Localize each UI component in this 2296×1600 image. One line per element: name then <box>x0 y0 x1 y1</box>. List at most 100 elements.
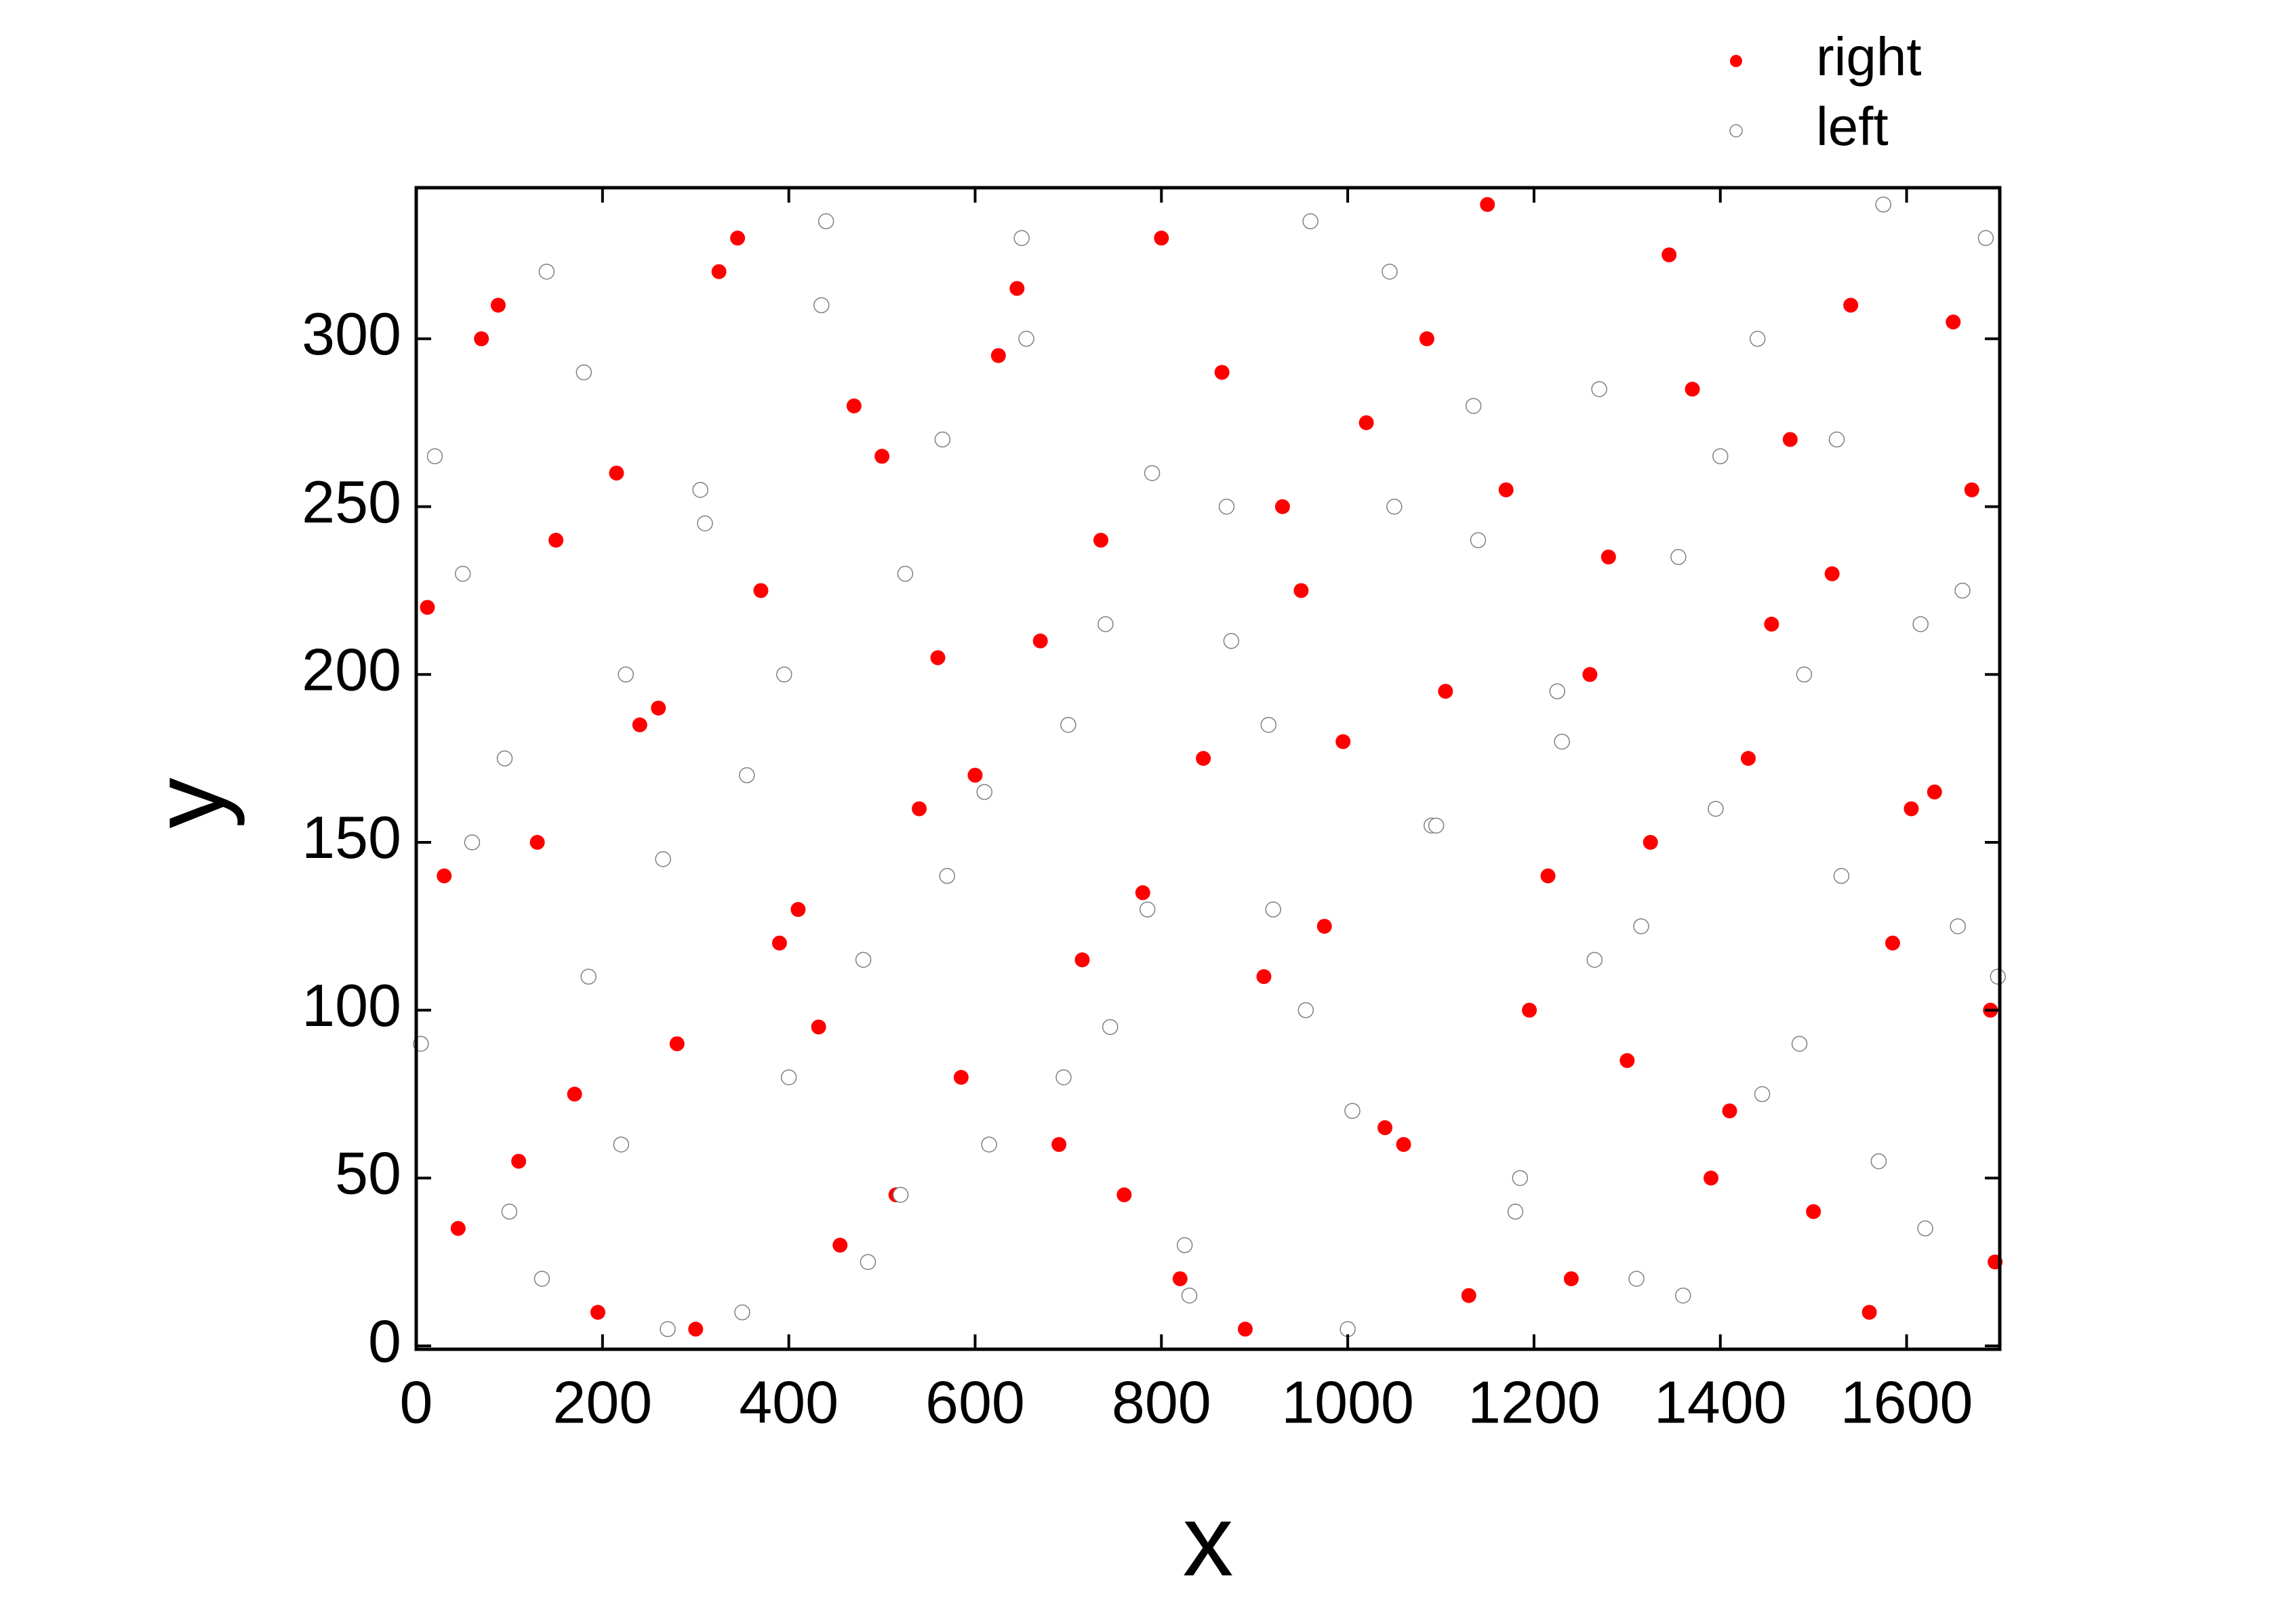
point <box>437 868 452 884</box>
point <box>426 448 443 465</box>
point <box>832 1237 848 1253</box>
point <box>1139 901 1156 918</box>
point <box>1144 465 1161 481</box>
point <box>1480 197 1495 212</box>
point <box>1335 734 1351 750</box>
point <box>1051 1136 1067 1152</box>
x-tick-label: 1600 <box>1840 1368 1973 1435</box>
point <box>1060 716 1076 733</box>
point <box>1154 230 1169 246</box>
point <box>1824 566 1840 581</box>
point <box>1833 867 1850 884</box>
point <box>897 565 914 582</box>
point <box>1912 616 1929 632</box>
point <box>454 565 471 582</box>
point <box>1172 1271 1188 1286</box>
point <box>1791 1035 1808 1052</box>
point <box>734 1304 750 1321</box>
point <box>450 1220 466 1236</box>
point <box>1628 1271 1645 1287</box>
point <box>1512 1170 1529 1187</box>
point <box>1670 549 1687 565</box>
point <box>753 583 769 598</box>
point <box>632 717 647 733</box>
point <box>1465 398 1482 414</box>
point <box>846 398 862 413</box>
point <box>1885 935 1900 951</box>
point <box>874 449 890 464</box>
point <box>892 1187 909 1203</box>
point <box>590 1305 605 1320</box>
point <box>1018 331 1034 347</box>
point <box>688 1321 704 1337</box>
point <box>1964 482 1979 497</box>
y-axis-label: y <box>132 778 245 829</box>
point <box>730 230 746 246</box>
x-tick-label: 600 <box>925 1368 1025 1435</box>
point <box>1806 1204 1821 1219</box>
point <box>618 666 634 683</box>
y-tick-label: 100 <box>302 972 401 1039</box>
point <box>967 767 983 783</box>
point <box>776 666 792 683</box>
legend-marker <box>1730 55 1742 67</box>
point <box>1214 365 1230 380</box>
point <box>939 867 955 884</box>
point <box>1181 1287 1198 1304</box>
point <box>790 902 806 918</box>
y-tick-label: 150 <box>302 804 401 871</box>
y-tick-label: 200 <box>302 636 401 703</box>
point <box>1093 533 1108 548</box>
y-tick-label: 250 <box>302 468 401 535</box>
point <box>1586 951 1603 968</box>
point <box>1582 667 1598 682</box>
point <box>1237 1321 1253 1337</box>
point <box>1522 1002 1537 1018</box>
point <box>496 750 513 766</box>
point <box>1218 498 1235 515</box>
x-tick-label: 1000 <box>1281 1368 1414 1435</box>
point <box>1875 197 1891 213</box>
x-tick-label: 400 <box>739 1368 839 1435</box>
point <box>1563 1271 1579 1286</box>
point <box>1843 298 1859 313</box>
point <box>1954 582 1971 599</box>
point <box>1507 1204 1524 1220</box>
point <box>511 1153 527 1169</box>
point <box>655 851 671 867</box>
x-tick-label: 1200 <box>1468 1368 1600 1435</box>
point <box>538 264 555 280</box>
point <box>1861 1305 1877 1320</box>
point <box>464 834 481 850</box>
point <box>613 1136 630 1153</box>
point <box>912 801 927 817</box>
point <box>1428 817 1445 834</box>
point <box>1870 1153 1887 1170</box>
plot-frame <box>414 186 2002 1351</box>
x-tick-label: 1400 <box>1654 1368 1787 1435</box>
point <box>1619 1052 1635 1068</box>
point <box>1438 684 1453 699</box>
point <box>1927 784 1942 800</box>
point <box>1722 1103 1737 1119</box>
point <box>1260 716 1277 733</box>
point <box>711 264 727 279</box>
point <box>1013 230 1030 247</box>
point <box>1498 482 1514 497</box>
point <box>1265 901 1281 918</box>
point <box>548 533 564 548</box>
point <box>1340 1321 1356 1338</box>
point <box>1712 448 1729 465</box>
point <box>1591 381 1607 397</box>
point <box>990 348 1006 363</box>
point <box>811 1019 826 1035</box>
point <box>1074 952 1090 968</box>
point <box>660 1321 676 1338</box>
point <box>1540 868 1556 884</box>
point <box>1032 633 1048 649</box>
point <box>1419 331 1434 346</box>
point <box>1828 431 1845 448</box>
point <box>529 834 545 850</box>
point <box>1396 1136 1411 1152</box>
